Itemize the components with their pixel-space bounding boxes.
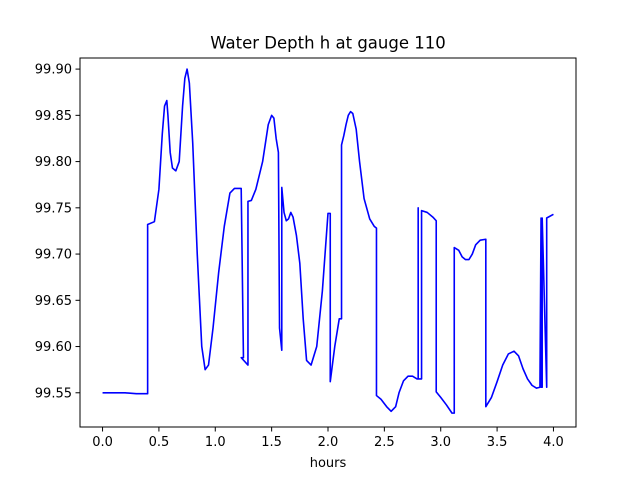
- y-tick-label: 99.60: [35, 340, 72, 355]
- y-tick-label: 99.90: [35, 63, 72, 78]
- y-tick-label: 99.55: [35, 386, 72, 401]
- x-tick-label: 2.5: [374, 435, 395, 450]
- water-depth-line: [102, 68, 554, 414]
- chart-title: Water Depth h at gauge 110: [210, 34, 445, 53]
- x-axis-label: hours: [310, 456, 347, 471]
- y-tick-label: 99.75: [35, 201, 72, 216]
- x-tick-label: 1.0: [205, 435, 226, 450]
- x-tick-label: 2.0: [318, 435, 339, 450]
- x-tick-label: 4.0: [543, 435, 564, 450]
- x-tick-label: 3.5: [487, 435, 508, 450]
- y-tick-label: 99.80: [35, 155, 72, 170]
- y-tick-label: 99.70: [35, 248, 72, 263]
- x-axis: 0.0 0.5 1.0 1.5 2.0 2.5 3.0 3.5 4.0: [92, 427, 564, 450]
- y-tick-label: 99.85: [35, 109, 72, 124]
- y-axis: 99.55 99.60 99.65 99.70 99.75 99.80 99.85 99.90: [35, 63, 80, 401]
- x-tick-label: 3.0: [430, 435, 451, 450]
- x-tick-label: 0.5: [149, 435, 170, 450]
- x-tick-label: 0.0: [92, 435, 113, 450]
- y-tick-label: 99.65: [35, 294, 72, 309]
- x-tick-label: 1.5: [261, 435, 282, 450]
